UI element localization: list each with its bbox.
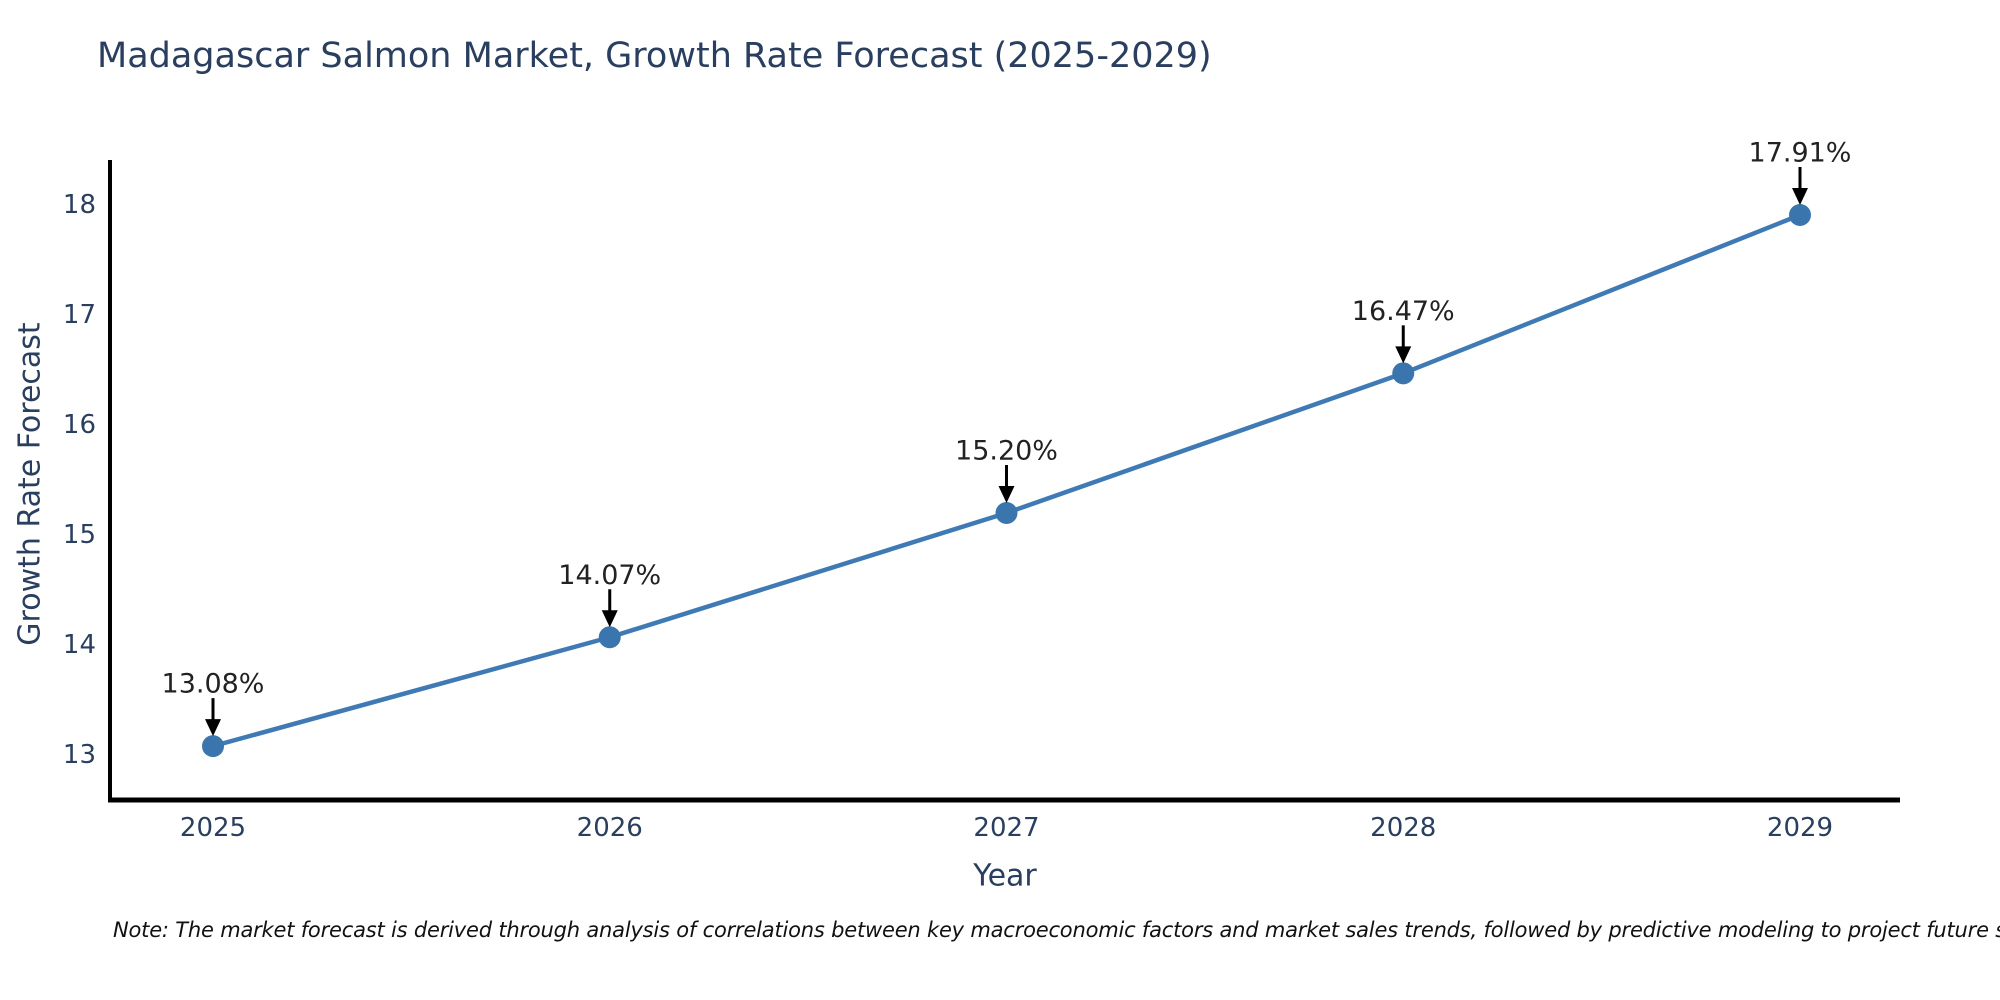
chart-title: Madagascar Salmon Market, Growth Rate Fo… bbox=[97, 36, 1212, 76]
svg-text:2025: 2025 bbox=[180, 813, 246, 843]
x-axis-title: Year bbox=[973, 858, 1037, 894]
svg-text:14.07%: 14.07% bbox=[558, 560, 661, 591]
svg-text:18: 18 bbox=[63, 190, 96, 220]
svg-text:17.91%: 17.91% bbox=[1749, 137, 1852, 168]
point-annotations: 13.08% 14.07% 15.20% 16.47% 17.91% bbox=[162, 137, 1852, 737]
svg-text:2028: 2028 bbox=[1370, 813, 1436, 843]
x-tick-labels: 2025 2026 2027 2028 2029 bbox=[180, 813, 1833, 843]
axis-lines bbox=[108, 160, 1900, 803]
arrow-down-icon bbox=[205, 719, 221, 737]
footnote: Note: The market forecast is derived thr… bbox=[113, 918, 2000, 942]
svg-text:15.20%: 15.20% bbox=[955, 435, 1058, 466]
svg-text:2029: 2029 bbox=[1767, 813, 1833, 843]
y-tick-labels: 13 14 15 16 17 18 bbox=[63, 190, 96, 770]
svg-text:16: 16 bbox=[63, 410, 96, 440]
arrow-down-icon bbox=[998, 485, 1015, 503]
arrow-down-icon bbox=[1395, 346, 1412, 364]
svg-text:17: 17 bbox=[63, 300, 96, 330]
svg-text:13.08%: 13.08% bbox=[162, 669, 265, 700]
series-markers bbox=[202, 203, 1811, 758]
arrow-down-icon bbox=[601, 610, 618, 628]
svg-text:14: 14 bbox=[63, 630, 96, 660]
svg-text:16.47%: 16.47% bbox=[1352, 296, 1455, 327]
svg-text:15: 15 bbox=[63, 520, 96, 550]
svg-text:2026: 2026 bbox=[577, 813, 643, 843]
arrow-down-icon bbox=[1792, 187, 1808, 205]
svg-text:2027: 2027 bbox=[973, 813, 1039, 843]
svg-text:13: 13 bbox=[63, 740, 96, 770]
